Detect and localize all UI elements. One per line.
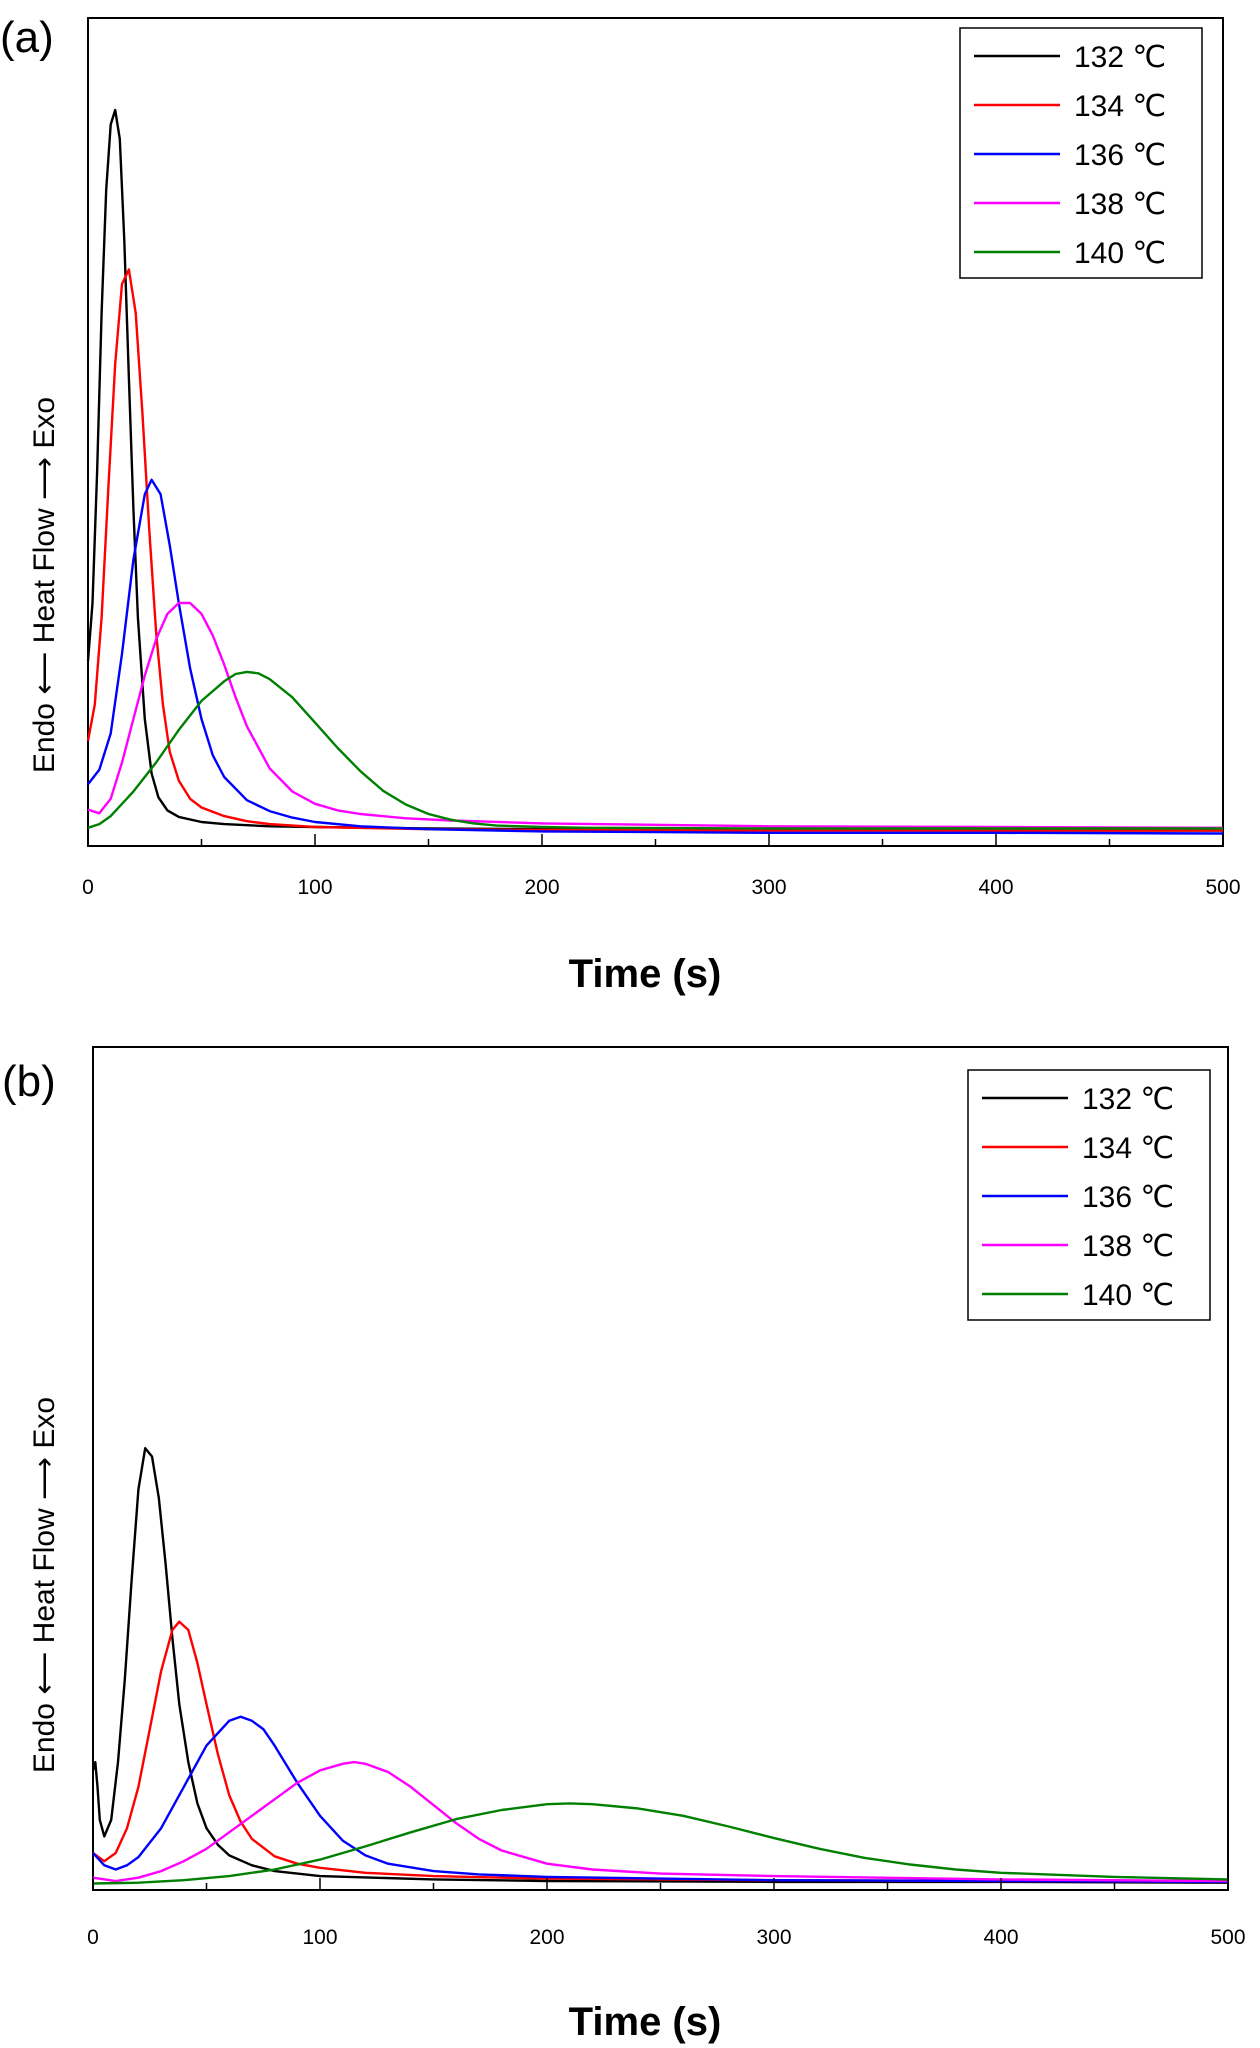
legend-label: 132 ℃ — [1074, 41, 1166, 74]
legend-item: 134 ℃ — [974, 90, 1166, 123]
x-tick-label: 100 — [297, 876, 332, 899]
series-layer — [91, 1447, 1229, 1885]
x-axis-title: Time (s) — [569, 2000, 722, 2044]
x-tick-label: 400 — [983, 1926, 1018, 1949]
legend: 132 ℃ 134 ℃ 136 ℃ 138 ℃ 140 ℃ — [967, 1069, 1211, 1321]
legend-item: 136 ℃ — [974, 139, 1166, 172]
panel-b: (b) Endo ⟵ Heat Flow ⟶ Exo 0 100 200 300 400… — [2, 1046, 1246, 2044]
legend-item: 134 ℃ — [982, 1132, 1174, 1165]
legend-label: 136 ℃ — [1074, 139, 1166, 172]
series-line — [87, 670, 1223, 830]
legend-label: 134 ℃ — [1082, 1132, 1174, 1165]
series-line — [87, 478, 1224, 835]
x-tick-label: 400 — [978, 876, 1013, 899]
panel-label: (a) — [0, 13, 54, 62]
x-tick-label: 0 — [87, 1926, 99, 1949]
legend-item: 138 ℃ — [982, 1230, 1174, 1263]
series-line — [92, 1620, 1229, 1884]
x-tick-label: 100 — [302, 1926, 337, 1949]
legend-label: 136 ℃ — [1082, 1181, 1174, 1214]
legend-item: 136 ℃ — [982, 1181, 1174, 1214]
legend-item: 132 ℃ — [982, 1083, 1174, 1116]
legend-label: 140 ℃ — [1082, 1279, 1174, 1312]
series-line — [92, 1802, 1229, 1885]
x-tick-label: 200 — [529, 1926, 564, 1949]
panel-a: (a) Endo ⟵ Heat Flow ⟶ Exo 0 100 200 300 400… — [0, 13, 1241, 996]
series-line — [92, 1715, 1229, 1884]
panel-label: (b) — [2, 1057, 56, 1106]
series-layer — [86, 108, 1224, 835]
legend-item: 138 ℃ — [974, 188, 1166, 221]
series-line — [92, 1760, 1229, 1883]
x-axis-title: Time (s) — [569, 952, 722, 996]
y-axis-label: Endo ⟵ Heat Flow ⟶ Exo — [28, 1397, 61, 1773]
legend-label: 140 ℃ — [1074, 237, 1166, 270]
legend-item: 140 ℃ — [974, 237, 1166, 270]
x-tick-label: 300 — [756, 1926, 791, 1949]
legend-label: 134 ℃ — [1074, 90, 1166, 123]
legend-label: 132 ℃ — [1082, 1083, 1174, 1116]
x-tick-label: 200 — [524, 876, 559, 899]
legend-item: 140 ℃ — [982, 1279, 1174, 1312]
legend: 132 ℃ 134 ℃ 136 ℃ 138 ℃ 140 ℃ — [959, 27, 1203, 279]
x-axis: 0 100 200 300 400 500 — [87, 1878, 1246, 1949]
x-tick-label: 0 — [82, 876, 94, 899]
x-tick-label: 500 — [1205, 876, 1240, 899]
legend-label: 138 ℃ — [1074, 188, 1166, 221]
legend-label: 138 ℃ — [1082, 1230, 1174, 1263]
x-tick-label: 500 — [1210, 1926, 1245, 1949]
legend-item: 132 ℃ — [974, 41, 1166, 74]
x-tick-label: 300 — [751, 876, 786, 899]
series-line — [91, 1447, 1229, 1884]
x-axis: 0 100 200 300 400 500 — [82, 834, 1241, 899]
y-axis-label: Endo ⟵ Heat Flow ⟶ Exo — [28, 397, 61, 773]
series-line — [87, 601, 1224, 829]
